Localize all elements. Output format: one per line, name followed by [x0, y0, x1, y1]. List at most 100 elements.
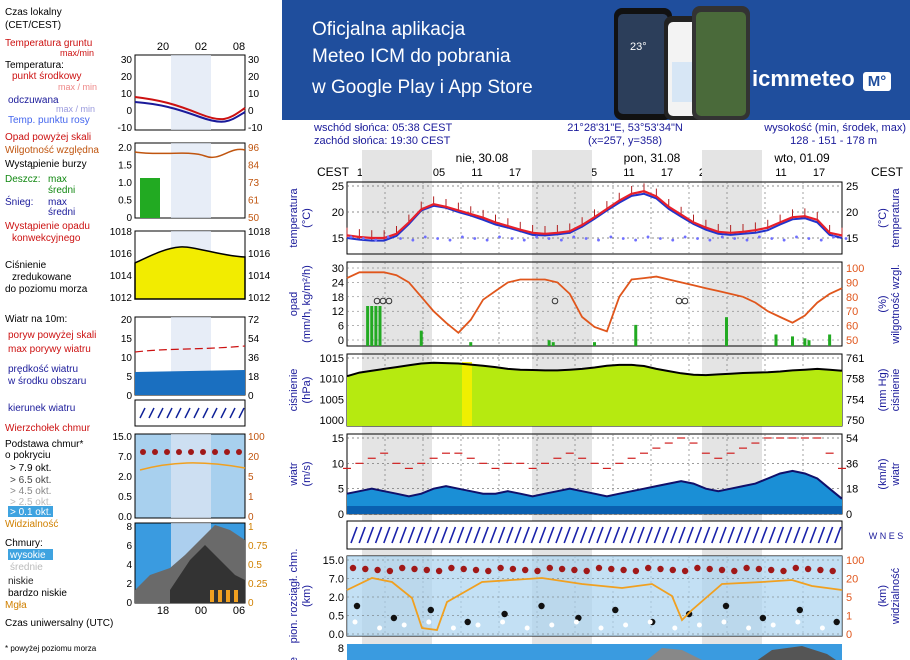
wind-r-tick: 36: [846, 458, 858, 470]
wind-dir-arrow: [514, 526, 522, 544]
cloud-top-dot: [731, 567, 738, 575]
cloud-top-dot: [583, 567, 590, 575]
cloud-left-unit: (km): [301, 585, 313, 607]
temp-r-tick: 15: [846, 233, 858, 245]
mini-press-l-tick: 1014: [110, 271, 133, 282]
wind-dir-arrow: [481, 526, 489, 544]
pressure-l-tick: 1000: [320, 415, 344, 427]
mini-wind-arrow: [184, 407, 191, 419]
vis-tick: 0: [846, 629, 852, 641]
pressure-right-title: ciśnienie: [890, 369, 902, 412]
mini-temp-l-tick: 20: [121, 72, 133, 83]
dew-point: [349, 235, 353, 239]
wind-dir-arrow: [440, 526, 448, 544]
wind-dir-arrow: [719, 526, 727, 544]
mini-wind-fill: [135, 370, 245, 395]
legend-top-time: 20: [157, 41, 169, 53]
cloud-top-dot: [374, 566, 381, 574]
mini-wind-r-tick: 18: [248, 372, 260, 383]
precip-bar: [374, 306, 378, 346]
mini-temp-l-tick: 0: [126, 106, 132, 117]
legend-okt1: > 7.9 okt.: [10, 463, 51, 474]
wind-dir-arrow: [801, 526, 809, 544]
legend-top-time: 08: [233, 41, 245, 53]
dew-point: [696, 237, 699, 240]
mini-vis-r-tick: 100: [248, 432, 265, 443]
mini-temp-r-tick: 0: [248, 106, 254, 117]
mini-cloud-dot: [236, 449, 242, 455]
wind-dir-arrow: [661, 526, 670, 544]
mini-press-l-tick: 1018: [110, 227, 133, 238]
wind-dir-arrow: [366, 526, 375, 544]
mini-wind-arrow: [139, 407, 146, 419]
compass-right: W N E S: [869, 531, 904, 541]
mini-fog-bar: [218, 590, 222, 602]
cloud-top-dot: [534, 567, 541, 575]
legend-cloud-base: Podstawa chmur*: [5, 439, 83, 450]
pressure-right-unit: (mm Hg): [877, 369, 889, 412]
wind-left-title: wiatr: [288, 462, 300, 487]
precip-bar: [774, 334, 778, 346]
mini-wind-arrow: [166, 407, 173, 419]
mini-wind-arrow: [157, 407, 164, 419]
dew-point: [584, 237, 588, 240]
cloud-top-dot: [386, 567, 394, 575]
dew-point: [671, 238, 675, 242]
wind-dir-arrow: [506, 526, 514, 544]
dew-point: [460, 235, 464, 239]
sunset: zachód słońca: 19:30 CEST: [314, 135, 451, 147]
humidity-tick: 90: [846, 277, 858, 289]
mini-vis-r-tick: 20: [248, 452, 260, 463]
legend-convective-sub: konwekcyjnego: [12, 233, 81, 244]
legend-footnote: * powyżej poziomu morza: [5, 644, 97, 653]
mini-temp-line: [134, 96, 246, 121]
legend-snow: Śnieg:: [5, 195, 33, 208]
cloud-top-dot: [657, 565, 664, 573]
cloud-base-dot: [796, 606, 803, 614]
dew-point: [448, 238, 452, 242]
temp-panel: [346, 181, 843, 255]
precip-l-tick: 30: [332, 263, 344, 275]
precip-left-title: opad: [288, 292, 300, 316]
mini-hum-r-tick: 61: [248, 196, 260, 207]
promo-banner[interactable]: 23° Oficjalna aplikacja Meteo ICM do pob…: [282, 0, 910, 120]
wind-dir-arrow: [497, 526, 506, 544]
banner-line-1: Oficjalna aplikacja: [312, 19, 466, 40]
legend-time-local: Czas lokalny: [5, 7, 62, 18]
legend-mid-point: punkt środkowy: [12, 71, 81, 82]
dew-point: [361, 237, 365, 240]
cloud-top-dot: [608, 565, 615, 573]
hour-label: 05: [433, 167, 445, 179]
legend-max-gust: max porywy wiatru: [8, 344, 91, 355]
logo-text: icmmeteo: [752, 66, 855, 91]
mini-fog-bar: [234, 590, 238, 602]
wind-dir-arrow: [743, 526, 752, 544]
mini-cover-l-tick: 2: [126, 579, 132, 590]
wind-dir-arrow: [670, 526, 678, 544]
mini-cloud-l-tick: 15.0: [113, 432, 133, 443]
cloud-top-dot: [497, 564, 504, 572]
cloud-top-dot: [423, 566, 430, 574]
wind-dir-arrow: [563, 526, 571, 544]
cloud-low-dot: [524, 625, 530, 631]
mini-vis-r-tick: 5: [248, 472, 254, 483]
coords: 21°28'31"E, 53°53'34"N: [567, 122, 683, 134]
legend-bottom-time: 00: [195, 605, 207, 617]
wind-dir-arrow: [350, 526, 358, 544]
hour-label: 11: [623, 167, 634, 179]
cloud-top-dot: [829, 567, 836, 575]
legend-okt5: > 0.1 okt.: [10, 507, 51, 518]
okt5-swatch: [8, 506, 53, 517]
humidity-tick: 70: [846, 306, 858, 318]
legend-rain: Deszcz:: [5, 174, 41, 185]
wind-dir-arrow: [825, 526, 834, 544]
cloud-top-dot: [448, 564, 455, 572]
dew-point: [683, 235, 687, 239]
legend-middle: średnie: [10, 562, 43, 573]
vis-tick: 1: [846, 611, 852, 623]
dew-point: [535, 235, 539, 239]
legend-ground-temp: Temperatura gruntu: [5, 38, 92, 49]
cloud-top-dot: [780, 567, 787, 575]
mini-wind-arrow: [238, 407, 245, 419]
cloud-top-dot: [399, 564, 406, 572]
